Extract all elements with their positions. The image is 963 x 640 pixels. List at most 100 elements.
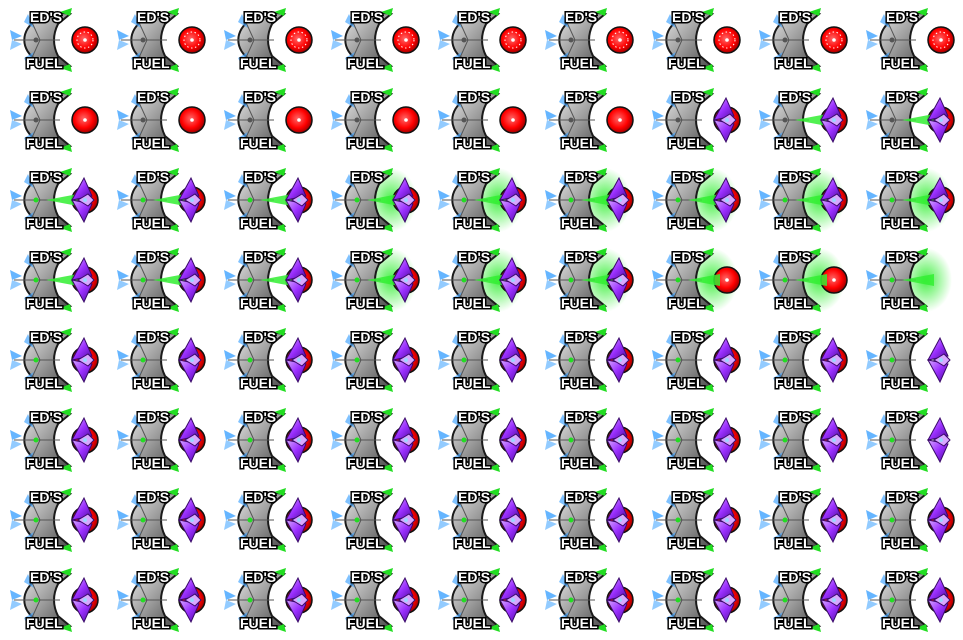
purple-crystal-icon — [285, 416, 309, 464]
sprite-frame: ED'S FUEL — [642, 400, 749, 480]
green-beam-icon — [688, 274, 720, 286]
brand-bottom-label: FUEL — [26, 135, 63, 151]
purple-crystal-icon — [392, 176, 416, 224]
brand-bottom-label: FUEL — [347, 55, 384, 71]
sprite-frame: ED'S FUEL — [428, 400, 535, 480]
sprite-frame: ED'S FUEL — [642, 480, 749, 560]
brand-bottom-label: FUEL — [668, 535, 705, 551]
sprite-frame: ED'S FUEL — [749, 480, 856, 560]
sprite-frame: ED'S FUEL — [535, 320, 642, 400]
fuel-pod-sprite: ED'S FUEL — [117, 408, 206, 473]
sprite-frame: ED'S FUEL — [0, 160, 107, 240]
brand-top-label: ED'S — [458, 249, 490, 265]
fuel-pod-sprite: ED'S FUEL — [759, 328, 848, 393]
sprite-frame: ED'S FUEL — [0, 80, 107, 160]
purple-crystal-icon — [392, 496, 416, 544]
brand-top-label: ED'S — [458, 569, 490, 585]
sprite-frame: ED'S FUEL — [749, 400, 856, 480]
brand-top-label: ED'S — [244, 329, 276, 345]
sprite-frame: ED'S FUEL — [428, 240, 535, 320]
brand-bottom-label: FUEL — [26, 295, 63, 311]
brand-bottom-label: FUEL — [347, 615, 384, 631]
brand-top-label: ED'S — [886, 409, 918, 425]
green-beam-icon — [795, 114, 827, 126]
brand-top-label: ED'S — [779, 249, 811, 265]
purple-crystal-icon — [285, 176, 309, 224]
brand-bottom-label: FUEL — [882, 535, 919, 551]
brand-bottom-label: FUEL — [133, 135, 170, 151]
purple-crystal-icon — [713, 416, 737, 464]
brand-bottom-label: FUEL — [133, 55, 170, 71]
brand-bottom-label: FUEL — [133, 535, 170, 551]
brand-bottom-label: FUEL — [240, 615, 277, 631]
fuel-pod-sprite: ED'S FUEL — [10, 88, 99, 153]
brand-bottom-label: FUEL — [668, 135, 705, 151]
brand-top-label: ED'S — [779, 329, 811, 345]
sprite-frame: ED'S FUEL — [642, 160, 749, 240]
brand-bottom-label: FUEL — [882, 295, 919, 311]
brand-bottom-label: FUEL — [454, 535, 491, 551]
brand-bottom-label: FUEL — [240, 135, 277, 151]
brand-bottom-label: FUEL — [775, 295, 812, 311]
fuel-pod-sprite: ED'S FUEL — [224, 328, 313, 393]
sprite-frame: ED'S FUEL — [321, 160, 428, 240]
brand-top-label: ED'S — [458, 89, 490, 105]
sprite-frame: ED'S FUEL — [0, 400, 107, 480]
sprite-frame: ED'S FUEL — [214, 480, 321, 560]
brand-bottom-label: FUEL — [26, 535, 63, 551]
purple-crystal-icon — [71, 576, 95, 624]
fuel-pod-sprite: ED'S FUEL — [117, 248, 206, 313]
brand-bottom-label: FUEL — [347, 135, 384, 151]
fuel-pod-sprite: ED'S FUEL — [224, 408, 313, 473]
fuel-pod-sprite: ED'S FUEL — [438, 248, 527, 313]
fuel-pod-sprite: ED'S FUEL — [331, 408, 420, 473]
brand-bottom-label: FUEL — [775, 55, 812, 71]
brand-bottom-label: FUEL — [454, 295, 491, 311]
brand-top-label: ED'S — [351, 249, 383, 265]
brand-top-label: ED'S — [458, 409, 490, 425]
brand-bottom-label: FUEL — [240, 375, 277, 391]
sprite-frame: ED'S FUEL — [321, 480, 428, 560]
green-beam-icon — [367, 194, 399, 206]
fuel-pod-sprite: ED'S FUEL — [866, 408, 951, 473]
fuel-pod-sprite: ED'S FUEL — [759, 568, 848, 633]
fuel-pod-sprite: ED'S FUEL — [438, 8, 527, 73]
purple-crystal-icon — [713, 496, 737, 544]
fuel-pod-sprite: ED'S FUEL — [331, 88, 420, 153]
sprite-frame: ED'S FUEL — [642, 80, 749, 160]
sprite-frame: ED'S FUEL — [642, 0, 749, 80]
fuel-pod-sprite: ED'S FUEL — [759, 408, 848, 473]
brand-top-label: ED'S — [779, 409, 811, 425]
brand-bottom-label: FUEL — [240, 295, 277, 311]
brand-top-label: ED'S — [351, 9, 383, 25]
brand-bottom-label: FUEL — [454, 215, 491, 231]
sprite-frame: ED'S FUEL — [642, 560, 749, 640]
purple-crystal-icon — [606, 576, 630, 624]
fuel-pod-sprite: ED'S FUEL — [545, 8, 634, 73]
fuel-pod-sprite: ED'S FUEL — [652, 408, 741, 473]
sprite-frame: ED'S FUEL — [535, 0, 642, 80]
purple-crystal-icon — [71, 256, 95, 304]
sprite-frame: ED'S FUEL — [214, 240, 321, 320]
green-beam-icon — [581, 274, 613, 286]
brand-top-label: ED'S — [30, 9, 62, 25]
sprite-frame: ED'S FUEL — [0, 480, 107, 560]
sprite-frame: ED'S FUEL — [856, 240, 963, 320]
brand-top-label: ED'S — [565, 409, 597, 425]
brand-top-label: ED'S — [244, 169, 276, 185]
purple-crystal-icon — [927, 176, 951, 224]
purple-crystal-icon — [713, 176, 737, 224]
brand-bottom-label: FUEL — [668, 375, 705, 391]
purple-crystal-icon — [392, 576, 416, 624]
sprite-frame: ED'S FUEL — [749, 320, 856, 400]
brand-top-label: ED'S — [351, 89, 383, 105]
sprite-frame: ED'S FUEL — [428, 560, 535, 640]
fuel-pod-sprite: ED'S FUEL — [10, 408, 99, 473]
brand-bottom-label: FUEL — [668, 215, 705, 231]
brand-top-label: ED'S — [886, 169, 918, 185]
brand-top-label: ED'S — [886, 329, 918, 345]
brand-top-label: ED'S — [886, 249, 918, 265]
purple-crystal-icon — [285, 576, 309, 624]
fuel-pod-sprite: ED'S FUEL — [759, 88, 848, 153]
brand-bottom-label: FUEL — [26, 375, 63, 391]
